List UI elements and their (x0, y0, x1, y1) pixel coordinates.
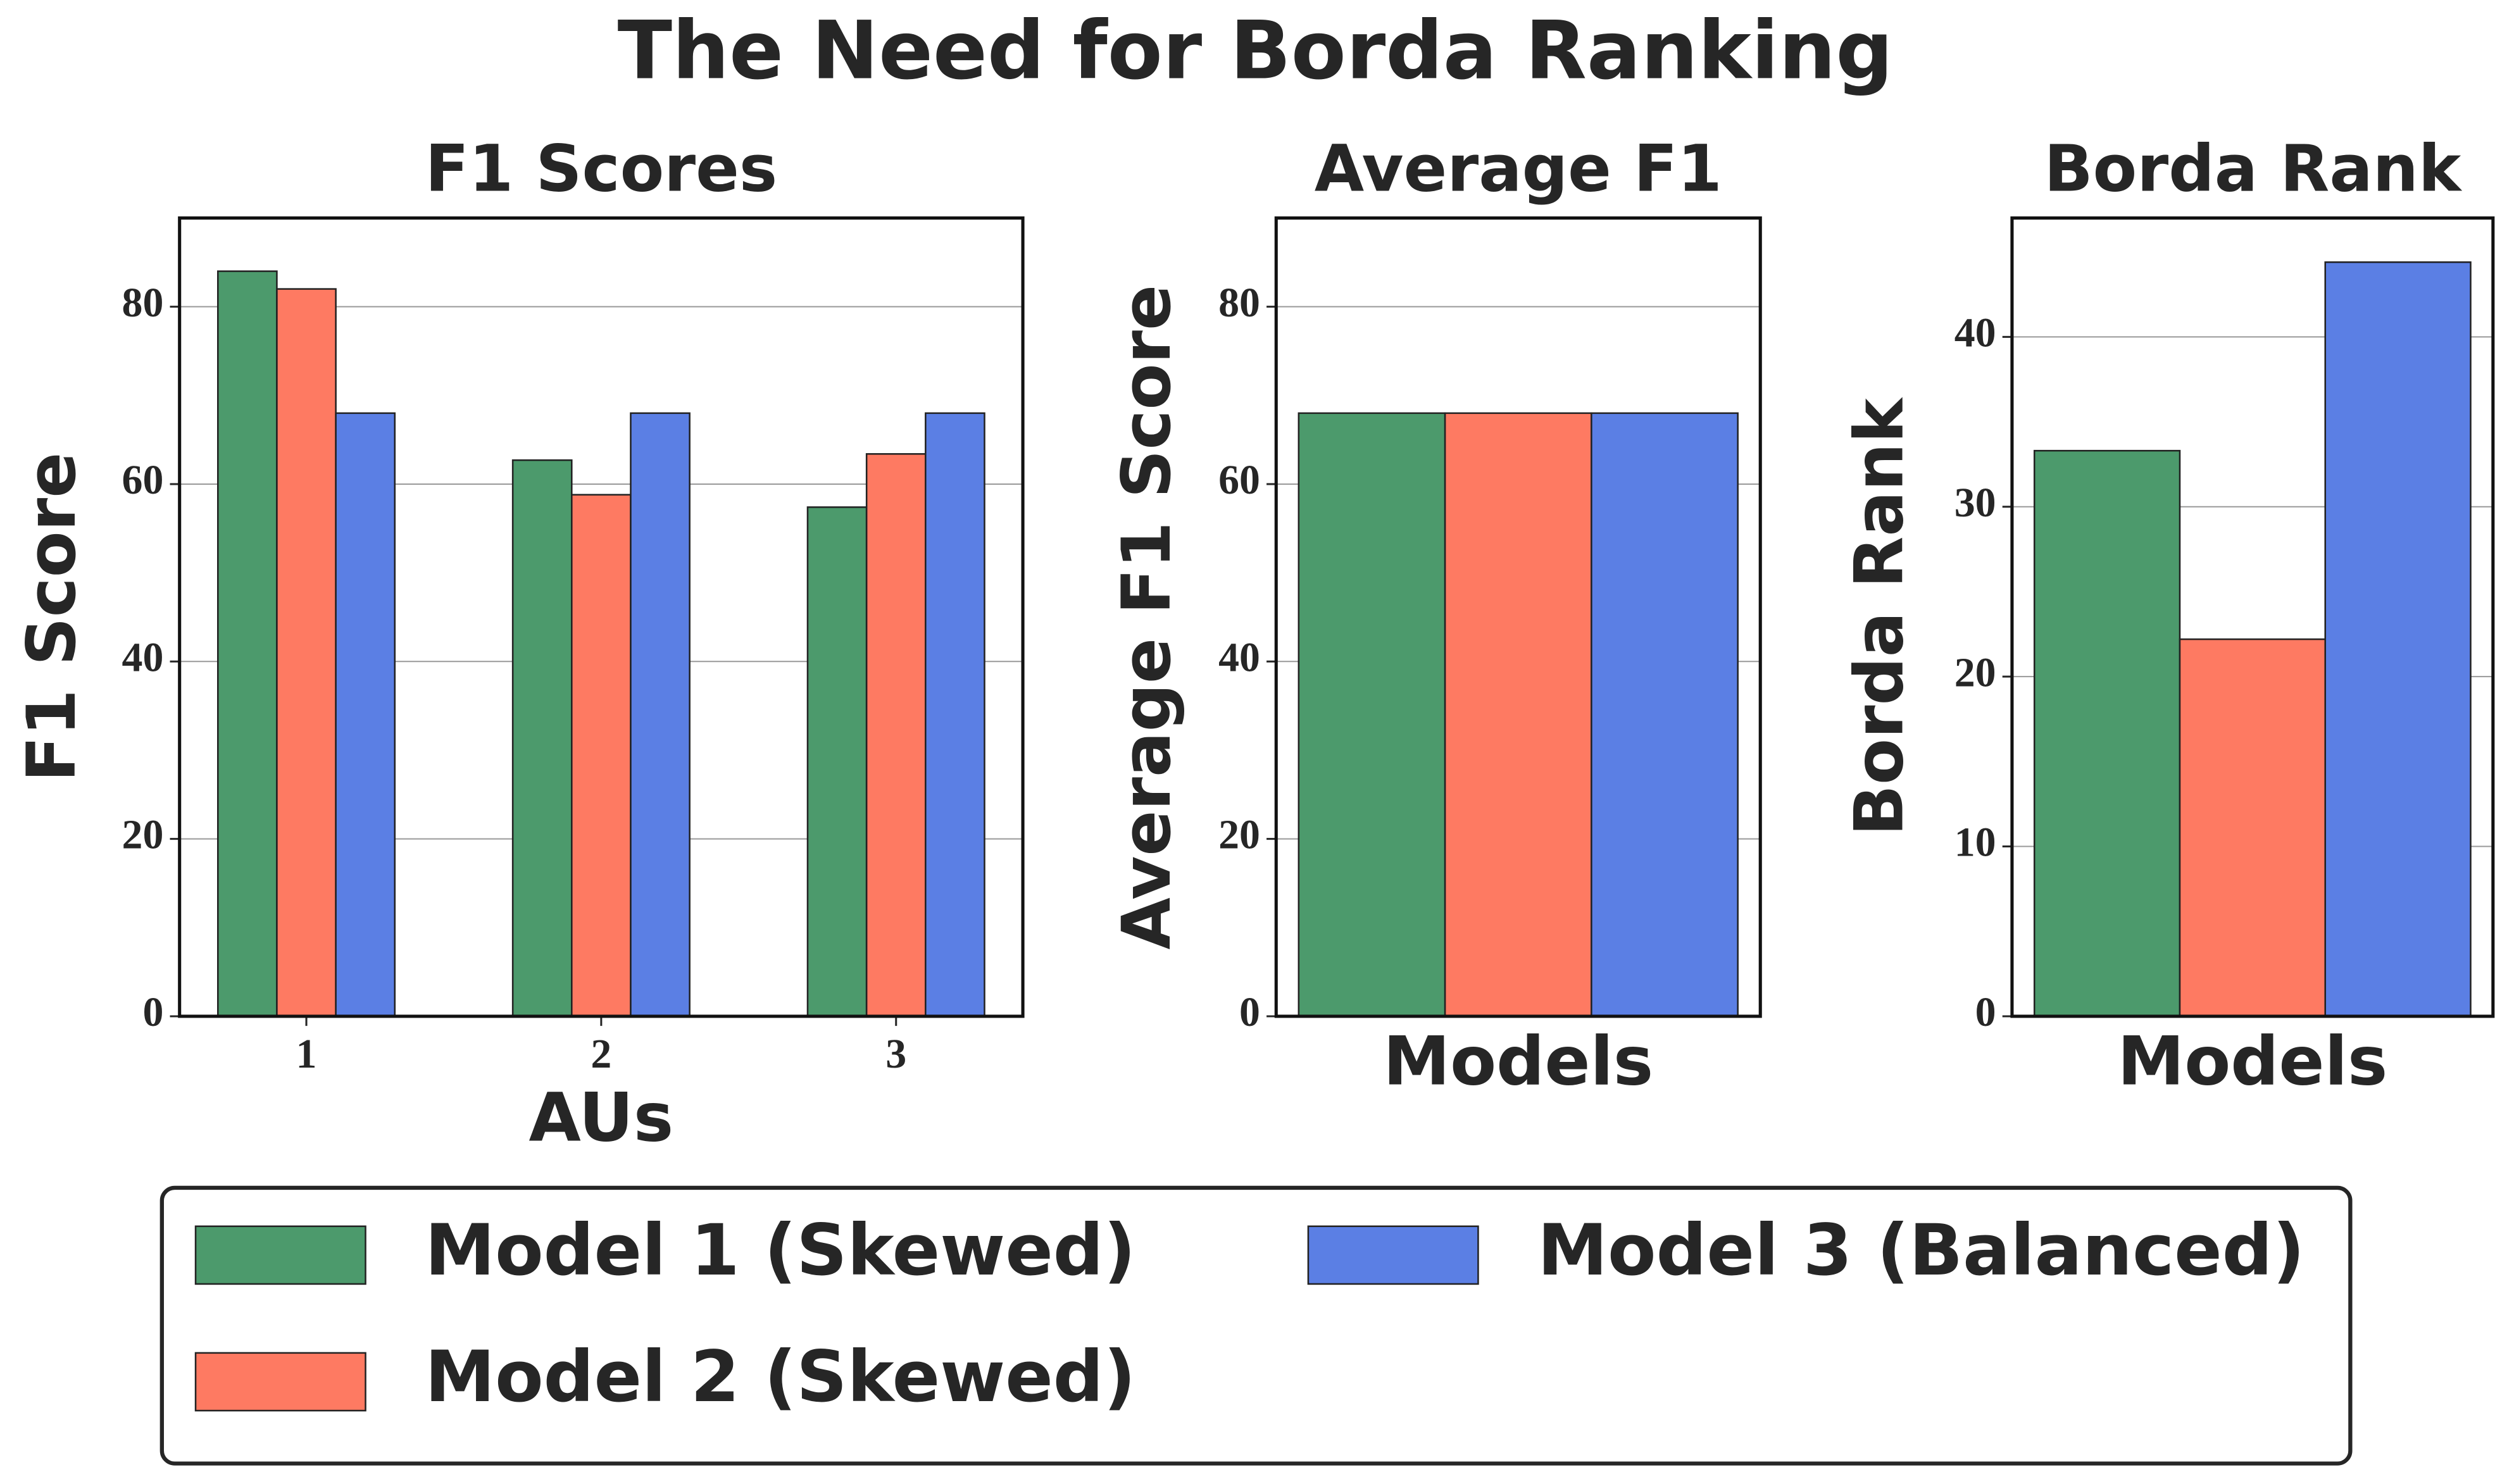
subplot-title: F1 Scores (425, 131, 778, 206)
y-tick-label: 40 (122, 634, 164, 680)
axes-frame (1274, 216, 1762, 1018)
axes-frame (2010, 216, 2495, 1018)
legend-swatch (1307, 1225, 1479, 1285)
bar (276, 288, 337, 1018)
subplot-title: Average F1 (1315, 131, 1722, 206)
x-tick-label: 1 (296, 1031, 317, 1077)
y-tick-label: 60 (1218, 457, 1260, 503)
x-tick-label: 2 (591, 1031, 611, 1077)
bar (806, 506, 868, 1018)
bar (2033, 449, 2181, 1018)
y-tick-label: 40 (1954, 309, 1996, 356)
y-tick-label: 0 (1239, 989, 1260, 1035)
x-axis-label: Models (1383, 1023, 1653, 1101)
bar (216, 270, 278, 1018)
bar (511, 459, 573, 1018)
legend-swatch (194, 1352, 366, 1412)
y-tick-label: 80 (1218, 280, 1260, 326)
y-tick-label: 80 (122, 280, 164, 326)
y-tick-label: 60 (122, 457, 164, 503)
y-tick-label: 40 (1218, 634, 1260, 680)
y-axis-label: Borda Rank (1841, 397, 1919, 836)
bar (630, 412, 691, 1018)
legend-swatch (194, 1225, 366, 1285)
y-tick-label: 10 (1954, 820, 1996, 866)
legend-label: Model 2 (Skewed) (425, 1337, 1135, 1418)
figure-title: The Need for Borda Ranking (618, 3, 1893, 97)
y-tick-label: 20 (1218, 812, 1260, 858)
axes-frame (178, 216, 1025, 1018)
x-axis-label: AUs (529, 1078, 674, 1157)
bar (571, 494, 632, 1018)
bar (2179, 638, 2327, 1018)
bar (335, 412, 396, 1018)
y-tick-label: 20 (1954, 649, 1996, 695)
bar (865, 453, 927, 1018)
y-tick-label: 0 (1975, 989, 1996, 1035)
y-axis-label: Average F1 Score (1108, 285, 1186, 950)
bar (925, 412, 985, 1018)
y-tick-label: 30 (1954, 480, 1996, 526)
bar (1591, 412, 1739, 1018)
bar (2324, 261, 2472, 1018)
legend-label: Model 3 (Balanced) (1537, 1210, 2304, 1292)
x-axis-label: Models (2117, 1023, 2387, 1101)
y-tick-label: 0 (142, 989, 163, 1035)
plot-area: The Need for Borda Ranking F1 Scores AUs F… (13, 3, 2495, 1466)
legend-label: Model 1 (Skewed) (425, 1210, 1135, 1292)
y-axis-label: F1 Score (13, 452, 91, 782)
x-tick-label: 3 (885, 1031, 906, 1077)
bar (1444, 412, 1592, 1018)
bar (1298, 412, 1446, 1018)
subplot-title: Borda Rank (2044, 131, 2462, 206)
y-tick-label: 20 (122, 812, 164, 858)
legend-box (159, 1185, 2353, 1466)
